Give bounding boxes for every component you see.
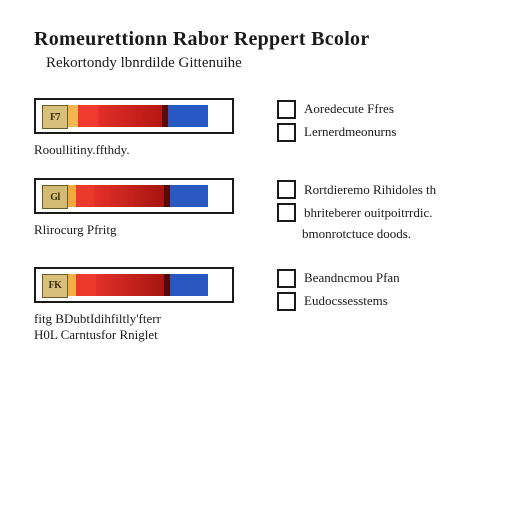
page-subtitle: Rekortondy lbnrdilde Gittenuihe [46, 55, 482, 72]
legend-label: Eudocssesstems [304, 293, 388, 309]
bar-frame: FK [34, 267, 234, 303]
legend-item: Aoredecute Ffres [277, 100, 482, 119]
bar-segment [68, 105, 78, 127]
bar-segment [168, 105, 208, 127]
bar-caption: fitg BDubtIdihfiltly'fterr H0L Carntusfo… [34, 311, 259, 344]
bar-row: FK fitg BDubtIdihfiltly'fterr H0L Carntus… [34, 267, 482, 344]
legend-label: Rortdieremo Rihidoles th [304, 182, 436, 198]
legend-label: Lernerdmeonurns [304, 124, 396, 140]
bar-badge: Gl [42, 185, 68, 209]
legend-swatch [277, 123, 296, 142]
bar-row: Gl Rlirocurg Pfritg Rortdieremo Rihidoles … [34, 178, 482, 246]
bar-segment [78, 105, 98, 127]
bar-segment [68, 274, 76, 296]
bar-frame: Gl [34, 178, 234, 214]
legend-item: Lernerdmeonurns [277, 123, 482, 142]
page-title: Romeurettionn Rabor Reppert Bcolor [34, 28, 482, 51]
bar-segment [170, 274, 208, 296]
legend-label: bmonrotctuce doods. [302, 226, 411, 242]
bar-segment [76, 274, 96, 296]
bar-caption: Rlirocurg Pfritg [34, 222, 259, 238]
legend-label: bhriteberer ouitpoitrrdic. [304, 205, 433, 221]
legend-item: Beandncmou Pfan [277, 269, 482, 288]
legend-swatch [277, 100, 296, 119]
legend-swatch [277, 203, 296, 222]
legend-item: bhriteberer ouitpoitrrdic. [277, 203, 482, 222]
bar-track: FK [42, 274, 226, 296]
legend-item: Eudocssesstems [277, 292, 482, 311]
legend-swatch [277, 269, 296, 288]
bar-badge: FK [42, 274, 68, 298]
bar-segment [94, 185, 164, 207]
legend-item: bmonrotctuce doods. [277, 226, 482, 242]
bar-segment [76, 185, 94, 207]
bar-row: F7 Rooullitiny.ffthdy. Aoredecute Ffres Ler… [34, 98, 482, 158]
bar-segment [68, 185, 76, 207]
bar-segment [170, 185, 208, 207]
legend-label: Beandncmou Pfan [304, 270, 400, 286]
bar-caption: Rooullitiny.ffthdy. [34, 142, 259, 158]
bar-segment [98, 105, 162, 127]
bar-track: Gl [42, 185, 226, 207]
legend-swatch [277, 292, 296, 311]
legend-item: Rortdieremo Rihidoles th [277, 180, 482, 199]
bar-track: F7 [42, 105, 226, 127]
legend-label: Aoredecute Ffres [304, 101, 394, 117]
bar-badge: F7 [42, 105, 68, 129]
legend-swatch [277, 180, 296, 199]
bar-segment [96, 274, 164, 296]
bar-frame: F7 [34, 98, 234, 134]
